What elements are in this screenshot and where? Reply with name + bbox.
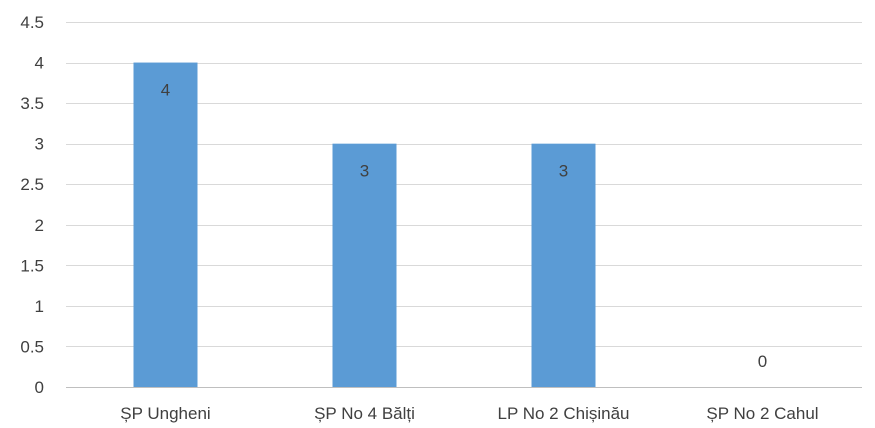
y-tick-label: 2 [35, 216, 44, 235]
y-tick-label: 0.5 [20, 337, 44, 356]
bar [531, 143, 596, 387]
category-label: LP No 2 Chișinău [498, 404, 630, 423]
y-tick-label: 1.5 [20, 256, 44, 275]
category-label: ȘP Ungheni [120, 404, 210, 423]
y-tick-label: 3 [35, 135, 44, 154]
y-tick-label: 1 [35, 297, 44, 316]
y-tick-label: 3.5 [20, 94, 44, 113]
bar [332, 143, 397, 387]
y-tick-label: 4 [35, 54, 44, 73]
labels: 0 0.5 1 1.5 2 2.5 3 3.5 4 4.5 4 ȘP Ungheni 3 ȘP No 4 … [20, 13, 818, 423]
gridlines [66, 22, 862, 347]
data-label: 3 [559, 162, 568, 181]
category-label: ȘP No 2 Cahul [706, 404, 818, 423]
y-tick-label: 0 [35, 378, 44, 397]
bars [133, 62, 596, 388]
y-tick-label: 4.5 [20, 13, 44, 32]
y-tick-label: 2.5 [20, 175, 44, 194]
data-label: 3 [360, 162, 369, 181]
category-label: ȘP No 4 Bălți [314, 404, 415, 423]
data-label: 0 [758, 352, 767, 371]
data-label: 4 [161, 81, 170, 100]
bar [133, 62, 198, 388]
